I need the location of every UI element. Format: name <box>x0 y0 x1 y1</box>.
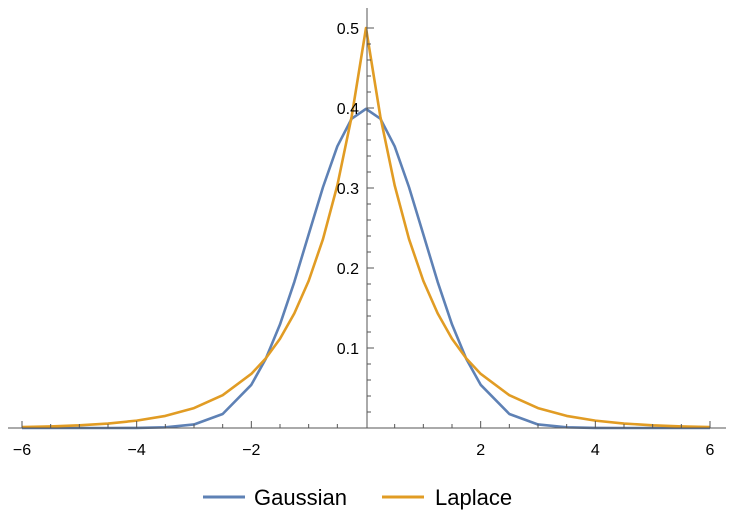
y-tick-label: 0.4 <box>337 101 359 118</box>
x-tick-label: −4 <box>128 442 146 459</box>
series-line-laplace <box>21 26 711 429</box>
x-tick-label: 4 <box>591 442 600 459</box>
legend: Gaussian Laplace <box>203 485 512 510</box>
ticks-layer: −6 −4 −2 2 4 6 0.1 0.2 0.3 0.4 0.5 <box>13 21 715 459</box>
y-tick-label: 0.2 <box>337 261 359 278</box>
series-line-gaussian <box>22 107 710 430</box>
y-tick-label: 0.5 <box>337 21 359 38</box>
legend-label-gaussian: Gaussian <box>254 485 347 510</box>
y-tick-label: 0.1 <box>337 341 359 358</box>
x-tick-label: 6 <box>706 442 715 459</box>
x-tick-label: −6 <box>13 442 31 459</box>
x-tick-label: −2 <box>242 442 260 459</box>
x-tick-label: 2 <box>476 442 485 459</box>
legend-label-laplace: Laplace <box>435 485 512 510</box>
curves-layer <box>21 26 711 430</box>
y-tick-label: 0.3 <box>337 181 359 198</box>
axes-layer <box>8 8 726 429</box>
